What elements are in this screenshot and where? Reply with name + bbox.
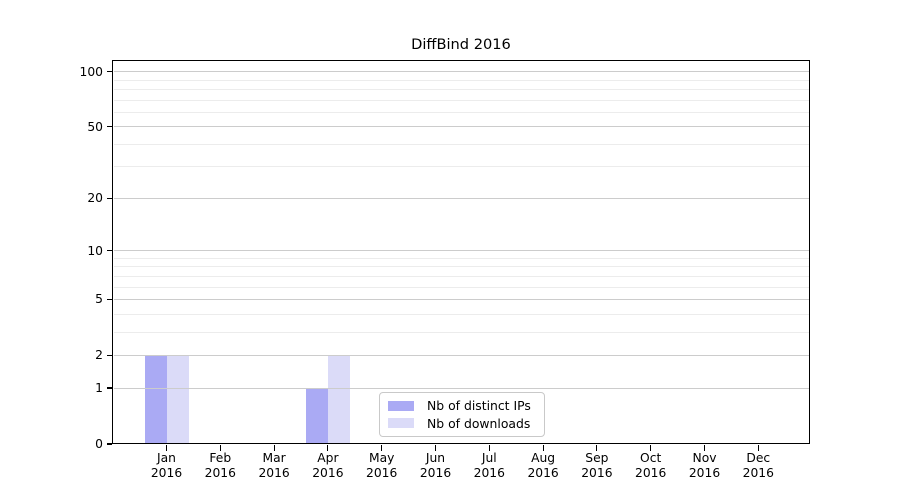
y-tick-label: 20 [87, 191, 103, 206]
chart-title: DiffBind 2016 [411, 36, 511, 53]
y-tick [106, 443, 112, 445]
x-tick [488, 445, 490, 451]
gridline-minor [113, 89, 809, 90]
x-tick [165, 445, 168, 451]
x-tick [757, 445, 759, 451]
gridline-minor [113, 99, 809, 101]
x-tick [381, 445, 383, 451]
y-tick-label: 10 [87, 243, 103, 258]
gridline-minor [113, 111, 809, 113]
x-tick [434, 445, 437, 451]
x-tick-label-feb: Feb 2016 [204, 451, 236, 480]
gridline-minor [113, 257, 809, 259]
y-tick [106, 126, 112, 128]
y-tick [106, 354, 112, 356]
y-tick-label: 50 [87, 119, 103, 134]
gridline-major [113, 71, 809, 73]
x-tick-label-nov: Nov 2016 [688, 451, 721, 480]
legend-item-distinct-ips: Nb of distinct IPs [388, 397, 536, 415]
y-tick-label: 0 [95, 437, 103, 451]
gridline-minor [113, 143, 809, 145]
x-tick [703, 445, 706, 451]
gridline-major [113, 298, 809, 300]
x-tick [596, 445, 598, 451]
x-tick [650, 445, 652, 451]
x-tick-label-aug: Aug 2016 [527, 451, 559, 480]
gridline-minor [113, 275, 809, 277]
x-tick [327, 445, 329, 451]
y-tick [106, 197, 112, 199]
y-tick [106, 249, 112, 252]
y-tick-label: 5 [95, 292, 103, 307]
x-tick [542, 445, 544, 451]
gridline-major [113, 354, 809, 356]
legend-swatch-distinct-ips [388, 400, 414, 411]
legend-swatch-downloads [388, 418, 414, 429]
y-tick [106, 71, 112, 73]
bar-distinct-ips-apr [305, 388, 328, 444]
gridline-major [113, 387, 809, 389]
x-tick-label-may: May 2016 [366, 451, 398, 480]
gridline-minor [113, 331, 809, 333]
y-tick [106, 387, 112, 389]
gridline-minor [113, 266, 809, 268]
gridline-minor [113, 166, 809, 168]
bar-distinct-ips-jan [144, 355, 167, 444]
gridline-major [113, 197, 809, 199]
gridline-major [113, 250, 809, 252]
y-tick [106, 298, 112, 301]
gridline-minor [113, 286, 809, 288]
legend-item-downloads: Nb of downloads [388, 415, 536, 433]
gridline-major [113, 126, 809, 128]
x-tick-label-oct: Oct 2016 [635, 451, 667, 480]
y-tick-label: 1 [95, 381, 103, 396]
x-tick-label-jun: Jun 2016 [419, 451, 452, 480]
x-tick-label-sep: Sep 2016 [581, 451, 613, 480]
gridline-minor [113, 313, 809, 315]
y-tick-label: 2 [95, 348, 103, 363]
x-tick [219, 445, 221, 451]
legend-label-downloads: Nb of downloads [427, 415, 531, 431]
x-tick-label-jul: Jul 2016 [473, 451, 505, 480]
bar-downloads-jan [166, 355, 189, 444]
gridline-minor [113, 79, 809, 81]
y-tick-label: 100 [79, 64, 103, 79]
x-tick-label-dec: Dec 2016 [742, 451, 774, 480]
bar-downloads-apr [327, 355, 350, 444]
legend-label-distinct-ips: Nb of distinct IPs [427, 398, 531, 414]
x-tick-label-mar: Mar 2016 [258, 451, 290, 480]
x-tick-label-apr: Apr 2016 [312, 451, 344, 480]
legend: Nb of distinct IPs Nb of downloads [379, 392, 545, 437]
x-tick-label-jan: Jan 2016 [150, 451, 183, 480]
x-tick [273, 445, 275, 451]
